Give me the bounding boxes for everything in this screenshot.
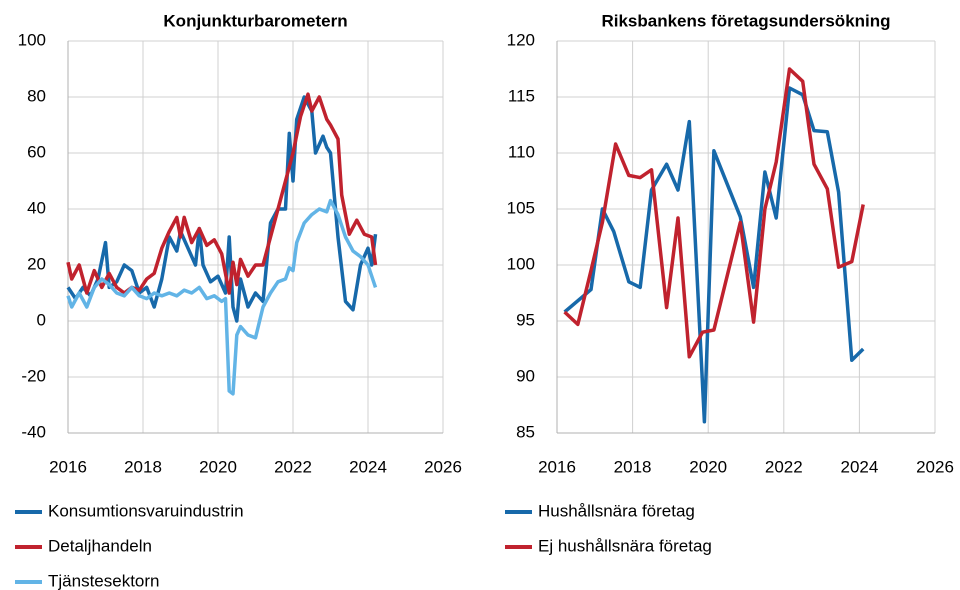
y-tick-label: -40 bbox=[21, 422, 46, 441]
legend-label: Detaljhandeln bbox=[48, 536, 152, 555]
legend-label: Ej hushållsnära företag bbox=[538, 536, 712, 555]
data-line bbox=[563, 86, 865, 424]
y-tick-label: 90 bbox=[516, 366, 535, 385]
x-tick-label: 2026 bbox=[916, 457, 954, 476]
y-tick-label: 85 bbox=[516, 422, 535, 441]
x-tick-label: 2018 bbox=[124, 457, 162, 476]
y-tick-label: 105 bbox=[507, 198, 535, 217]
chart-title: Konjunkturbarometern bbox=[163, 11, 347, 30]
x-tick-label: 2020 bbox=[689, 457, 727, 476]
data-line bbox=[66, 198, 378, 396]
legend-label: Konsumtionsvaruindustrin bbox=[48, 501, 244, 520]
x-tick-label: 2024 bbox=[349, 457, 387, 476]
y-tick-label: 0 bbox=[37, 310, 46, 329]
y-tick-label: 95 bbox=[516, 310, 535, 329]
x-tick-label: 2020 bbox=[199, 457, 237, 476]
x-tick-label: 2026 bbox=[424, 457, 462, 476]
x-tick-label: 2022 bbox=[274, 457, 312, 476]
x-tick-label: 2022 bbox=[765, 457, 803, 476]
x-tick-label: 2016 bbox=[49, 457, 87, 476]
x-tick-label: 2018 bbox=[614, 457, 652, 476]
legend-label: Hushållsnära företag bbox=[538, 501, 695, 520]
data-line bbox=[563, 67, 865, 359]
y-tick-label: 120 bbox=[507, 30, 535, 49]
x-tick-label: 2016 bbox=[538, 457, 576, 476]
y-tick-label: 40 bbox=[27, 198, 46, 217]
y-tick-label: 80 bbox=[27, 86, 46, 105]
y-tick-label: 110 bbox=[508, 142, 535, 161]
y-tick-label: 60 bbox=[27, 142, 46, 161]
y-tick-label: 100 bbox=[18, 30, 46, 49]
chart-title: Riksbankens företagsundersökning bbox=[601, 11, 890, 30]
x-tick-label: 2024 bbox=[840, 457, 878, 476]
data-line bbox=[66, 92, 378, 295]
legend-label: Tjänstesektorn bbox=[48, 571, 160, 590]
y-tick-label: 20 bbox=[27, 254, 46, 273]
y-tick-label: 115 bbox=[508, 86, 535, 105]
y-tick-label: -20 bbox=[21, 366, 46, 385]
y-tick-label: 100 bbox=[507, 254, 535, 273]
